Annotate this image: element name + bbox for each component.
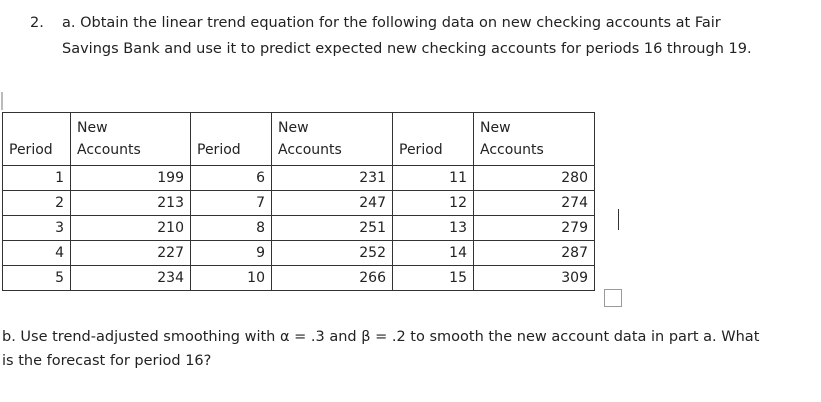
- accounts-cell: 227: [70, 240, 191, 266]
- period-cell: 13: [392, 215, 474, 241]
- question-b-line1: b. Use trend-adjusted smoothing with α =…: [2, 329, 760, 345]
- period-cell: 10: [190, 265, 272, 291]
- accounts-cell: 287: [473, 240, 595, 266]
- accounts-cell: 210: [70, 215, 191, 241]
- table-row: 2 213 7 247 12 274: [2, 190, 595, 216]
- period-cell: 6: [190, 165, 272, 191]
- period-cell: 2: [2, 190, 71, 216]
- header-text: Period: [399, 142, 443, 158]
- header-text: New: [77, 120, 108, 136]
- accounts-cell: 213: [70, 190, 191, 216]
- header-text: New: [480, 120, 511, 136]
- accounts-cell: 199: [70, 165, 191, 191]
- accounts-cell: 280: [473, 165, 595, 191]
- header-text: Accounts: [278, 142, 342, 158]
- table-header-row: Period New Accounts Period New Accounts Pe…: [2, 112, 595, 166]
- question-number: 2.: [30, 15, 44, 31]
- accounts-cell: 247: [271, 190, 393, 216]
- period-cell: 1: [2, 165, 71, 191]
- header-accounts: New Accounts: [271, 112, 393, 166]
- period-cell: 15: [392, 265, 474, 291]
- question-b-line2: is the forecast for period 16?: [2, 353, 212, 369]
- margin-marker: [1, 92, 3, 110]
- accounts-cell: 251: [271, 215, 393, 241]
- header-text: Accounts: [77, 142, 141, 158]
- table-resize-handle[interactable]: [604, 289, 622, 307]
- table-row: 5 234 10 266 15 309: [2, 265, 595, 291]
- period-cell: 5: [2, 265, 71, 291]
- accounts-table: Period New Accounts Period New Accounts Pe…: [2, 112, 595, 291]
- question-a-line2: Savings Bank and use it to predict expec…: [62, 41, 752, 57]
- accounts-cell: 266: [271, 265, 393, 291]
- question-a-line1: a. Obtain the linear trend equation for …: [62, 15, 721, 31]
- accounts-cell: 309: [473, 265, 595, 291]
- table-row: 4 227 9 252 14 287: [2, 240, 595, 266]
- period-cell: 7: [190, 190, 272, 216]
- accounts-cell: 234: [70, 265, 191, 291]
- table-row: 1 199 6 231 11 280: [2, 165, 595, 191]
- header-period: Period: [392, 112, 474, 166]
- period-cell: 12: [392, 190, 474, 216]
- header-accounts: New Accounts: [473, 112, 595, 166]
- period-cell: 11: [392, 165, 474, 191]
- header-period: Period: [2, 112, 71, 166]
- accounts-cell: 274: [473, 190, 595, 216]
- header-text: New: [278, 120, 309, 136]
- header-accounts: New Accounts: [70, 112, 191, 166]
- period-cell: 8: [190, 215, 272, 241]
- table-row: 3 210 8 251 13 279: [2, 215, 595, 241]
- period-cell: 14: [392, 240, 474, 266]
- header-text: Period: [9, 142, 53, 158]
- header-text: Period: [197, 142, 241, 158]
- period-cell: 9: [190, 240, 272, 266]
- accounts-cell: 279: [473, 215, 595, 241]
- header-text: Accounts: [480, 142, 544, 158]
- text-cursor: [618, 209, 619, 230]
- header-period: Period: [190, 112, 272, 166]
- accounts-cell: 252: [271, 240, 393, 266]
- period-cell: 3: [2, 215, 71, 241]
- period-cell: 4: [2, 240, 71, 266]
- accounts-cell: 231: [271, 165, 393, 191]
